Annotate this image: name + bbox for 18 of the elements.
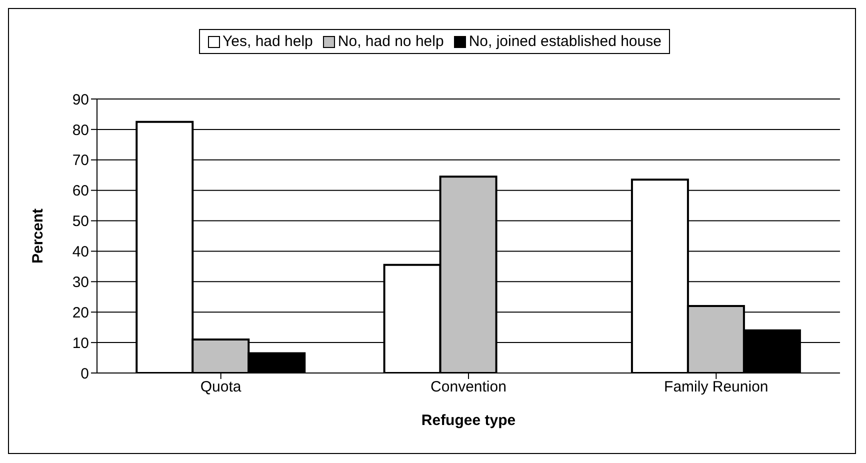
x-axis-title: Refugee type xyxy=(421,412,516,429)
y-tick-label: 0 xyxy=(80,365,89,382)
legend-label: Yes, had help xyxy=(222,33,313,50)
y-tick-label: 90 xyxy=(72,91,89,108)
y-tick-label: 40 xyxy=(72,244,89,261)
x-tick-label: Quota xyxy=(200,378,242,396)
x-tick-label: Convention xyxy=(430,378,506,396)
legend-label: No, had no help xyxy=(338,33,444,50)
legend-label: No, joined established house xyxy=(468,33,662,50)
y-tick-label: 50 xyxy=(72,213,89,230)
y-tick-label: 70 xyxy=(72,152,89,170)
y-tick-label: 20 xyxy=(72,304,89,322)
y-tick-label: 80 xyxy=(72,122,89,139)
y-tick-label: 60 xyxy=(72,182,89,200)
y-axis-title: Percent xyxy=(29,208,46,264)
y-tick-label: 10 xyxy=(72,334,89,352)
x-tick-label: Family Reunion xyxy=(664,378,768,396)
y-tick-label: 30 xyxy=(72,274,89,291)
